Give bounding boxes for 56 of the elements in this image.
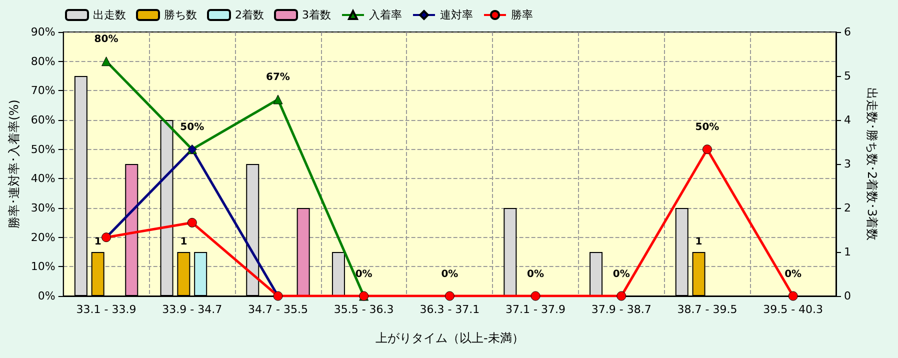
x-tick-label: 34.7 - 35.5	[248, 303, 308, 316]
data-label: 1	[180, 236, 188, 248]
legend-label: 3着数	[302, 8, 331, 22]
x-tick-label: 35.5 - 36.3	[334, 303, 394, 316]
data-label: 0%	[612, 268, 630, 280]
y-tick-label: 50%	[30, 142, 56, 156]
point	[102, 56, 112, 66]
data-label: 0%	[784, 268, 802, 280]
y-tick-label: 70%	[30, 84, 56, 98]
x-tick-label: 33.9 - 34.7	[162, 303, 222, 316]
point	[530, 291, 540, 301]
legend-label: 連対率	[440, 8, 473, 22]
y2-axis-title: 出走数･勝ち数･2着数･3着数	[865, 87, 879, 241]
y-tick-label: 10%	[30, 260, 56, 274]
data-label: 0%	[527, 268, 544, 280]
legend-label: 勝ち数	[164, 8, 197, 22]
point	[702, 144, 712, 154]
point	[273, 94, 283, 104]
y2-tick-label: 6	[844, 26, 851, 38]
data-label: 50%	[695, 122, 720, 134]
data-label: 0%	[441, 268, 458, 280]
y-tick-label: 0%	[38, 290, 56, 302]
data-label: 0%	[355, 268, 372, 280]
point	[616, 291, 626, 301]
x-tick-label: 36.3 - 37.1	[420, 303, 480, 316]
y-tick-label: 30%	[30, 202, 56, 214]
y2-tick-label: 5	[844, 70, 851, 82]
y-tick-label: 60%	[30, 114, 56, 126]
data-label: 1	[695, 236, 702, 248]
y-tick-label: 20%	[30, 230, 56, 244]
x-tick-label: 39.5 - 40.3	[763, 303, 824, 316]
x-tick-label: 38.7 - 39.5	[677, 303, 738, 316]
x-axis-title: 上がりタイム（以上-未満）	[376, 331, 524, 345]
legend-label: 出走数	[93, 8, 126, 22]
x-tick-label: 37.9 - 38.7	[591, 303, 652, 316]
y-axis-title: 勝率･連対率･入着率(%)	[7, 100, 21, 228]
y-tick-label: 90%	[30, 26, 56, 38]
legend-label: 2着数	[235, 8, 264, 22]
y2-tick-label: 1	[844, 246, 851, 258]
y-tick-label: 40%	[30, 172, 56, 186]
point	[444, 291, 454, 301]
point	[788, 291, 798, 301]
legend-label: 入着率	[368, 8, 402, 22]
y2-tick-label: 3	[844, 158, 851, 170]
data-label: 50%	[180, 122, 204, 134]
data-label: 1	[94, 236, 102, 248]
data-label: 80%	[94, 34, 118, 46]
point	[187, 218, 197, 228]
y2-tick-label: 4	[844, 114, 851, 126]
legend-label: 勝率	[510, 8, 533, 22]
y2-tick-label: 2	[844, 202, 851, 214]
y2-tick-label: 0	[844, 290, 851, 302]
x-tick-label: 33.1 - 33.9	[76, 303, 136, 316]
data-label: 67%	[266, 72, 290, 84]
y-tick-label: 80%	[30, 54, 56, 68]
x-tick-label: 37.1 - 37.9	[506, 303, 566, 316]
